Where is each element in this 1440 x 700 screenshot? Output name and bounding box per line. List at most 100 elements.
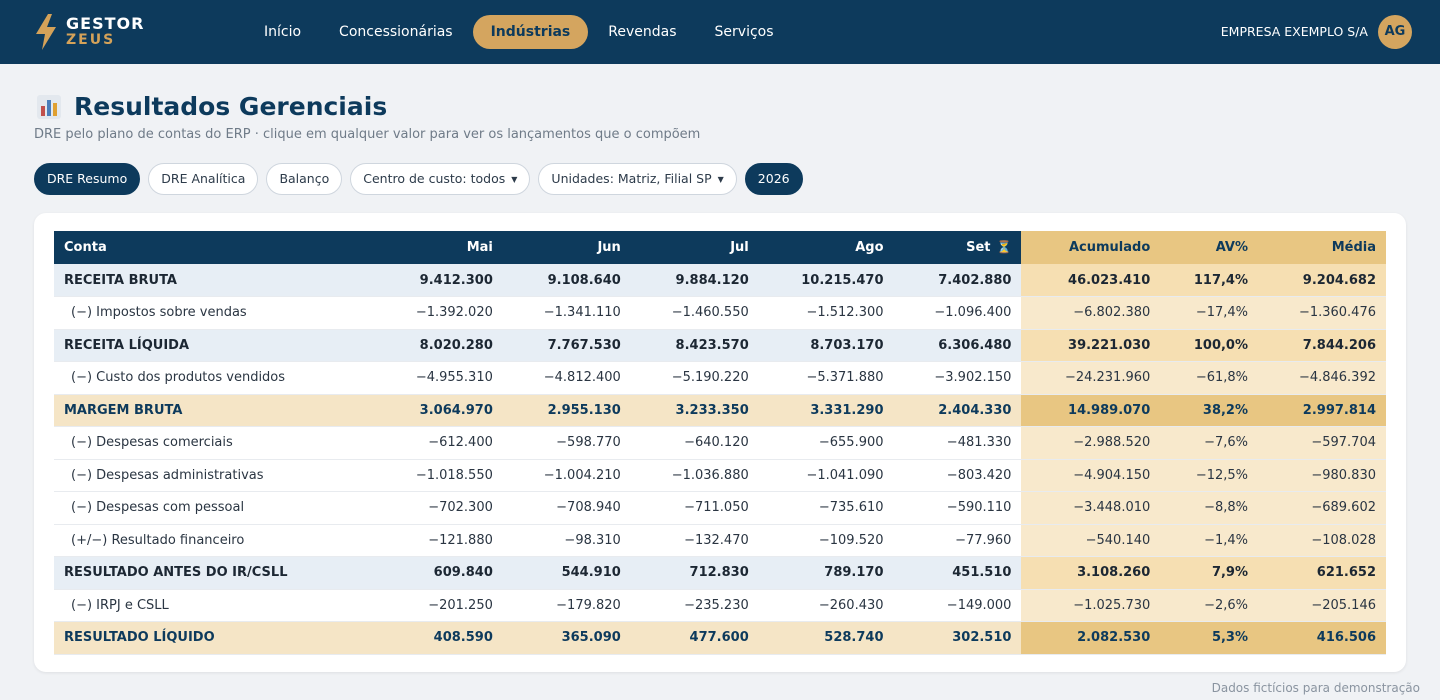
value-cell[interactable]: −597.704 [1258,426,1386,460]
value-cell[interactable]: −1.512.300 [758,296,894,330]
value-cell[interactable]: 2.997.814 [1258,394,1386,427]
value-cell[interactable]: 7.767.530 [502,329,631,362]
value-cell[interactable]: −702.300 [374,491,503,525]
value-cell[interactable]: −1.036.880 [630,459,759,492]
value-cell[interactable]: 8.703.170 [758,329,894,362]
value-cell[interactable]: 408.590 [374,621,503,655]
value-cell[interactable]: −201.250 [374,589,503,622]
nav-item-inicio[interactable]: Início [264,24,302,40]
value-cell[interactable]: −1.392.020 [374,296,503,330]
value-cell[interactable]: 2.955.130 [502,394,631,427]
year-selector[interactable]: 2026 [744,163,803,195]
value-cell[interactable]: −2.988.520 [1021,426,1161,460]
value-cell[interactable]: 117,4% [1160,264,1259,297]
value-cell[interactable]: −1.360.476 [1258,296,1386,330]
value-cell[interactable]: 8.423.570 [630,329,759,362]
value-cell[interactable]: −98.310 [502,524,631,557]
value-cell[interactable]: −1.004.210 [502,459,631,492]
value-cell[interactable]: 6.306.480 [893,329,1022,362]
value-cell[interactable]: −803.420 [893,459,1022,492]
units-dropdown[interactable]: Unidades: Matriz, Filial SP ▼ [538,163,737,195]
value-cell[interactable]: −108.028 [1258,524,1386,557]
tab-dre-analitica[interactable]: DRE Analítica [148,163,259,195]
value-cell[interactable]: −481.330 [893,426,1022,460]
value-cell[interactable]: 9.884.120 [630,264,759,297]
nav-item-revendas[interactable]: Revendas [608,24,677,40]
value-cell[interactable]: −6.802.380 [1021,296,1161,330]
value-cell[interactable]: 8.020.280 [374,329,503,362]
value-cell[interactable]: −12,5% [1160,459,1259,492]
value-cell[interactable]: 789.170 [758,556,894,590]
value-cell[interactable]: −5.371.880 [758,361,894,395]
value-cell[interactable]: 416.506 [1258,621,1386,655]
value-cell[interactable]: 365.090 [502,621,631,655]
value-cell[interactable]: −121.880 [374,524,503,557]
value-cell[interactable]: 451.510 [893,556,1022,590]
value-cell[interactable]: −735.610 [758,491,894,525]
value-cell[interactable]: −689.602 [1258,491,1386,525]
value-cell[interactable]: −235.230 [630,589,759,622]
user-avatar[interactable]: AG [1378,15,1412,49]
value-cell[interactable]: 3.233.350 [630,394,759,427]
value-cell[interactable]: 3.108.260 [1021,556,1161,590]
nav-item-industrias[interactable]: Indústrias [472,15,589,49]
value-cell[interactable]: 544.910 [502,556,631,590]
value-cell[interactable]: −1.018.550 [374,459,503,492]
value-cell[interactable]: −61,8% [1160,361,1259,395]
value-cell[interactable]: 38,2% [1160,394,1259,427]
value-cell[interactable]: 9.108.640 [502,264,631,297]
value-cell[interactable]: 528.740 [758,621,894,655]
value-cell[interactable]: −3.448.010 [1021,491,1161,525]
value-cell[interactable]: 2.404.330 [893,394,1022,427]
tab-balanco[interactable]: Balanço [266,163,343,195]
value-cell[interactable]: 3.331.290 [758,394,894,427]
value-cell[interactable]: −4.955.310 [374,361,503,395]
value-cell[interactable]: 9.412.300 [374,264,503,297]
value-cell[interactable]: −179.820 [502,589,631,622]
value-cell[interactable]: −3.902.150 [893,361,1022,395]
value-cell[interactable]: 621.652 [1258,556,1386,590]
tab-dre-resumo[interactable]: DRE Resumo [34,163,141,195]
value-cell[interactable]: −1,4% [1160,524,1259,557]
value-cell[interactable]: −612.400 [374,426,503,460]
value-cell[interactable]: 10.215.470 [758,264,894,297]
value-cell[interactable]: −24.231.960 [1021,361,1161,395]
value-cell[interactable]: −77.960 [893,524,1022,557]
value-cell[interactable]: 39.221.030 [1021,329,1161,362]
value-cell[interactable]: −1.341.110 [502,296,631,330]
nav-item-concessionarias[interactable]: Concessionárias [339,24,453,40]
value-cell[interactable]: −711.050 [630,491,759,525]
value-cell[interactable]: −1.096.400 [893,296,1022,330]
value-cell[interactable]: −7,6% [1160,426,1259,460]
value-cell[interactable]: −205.146 [1258,589,1386,622]
value-cell[interactable]: 7.844.206 [1258,329,1386,362]
value-cell[interactable]: 7.402.880 [893,264,1022,297]
nav-item-servicos[interactable]: Serviços [714,24,774,40]
value-cell[interactable]: 302.510 [893,621,1022,655]
cost-center-dropdown[interactable]: Centro de custo: todos ▼ [350,163,531,195]
value-cell[interactable]: 100,0% [1160,329,1259,362]
value-cell[interactable]: 477.600 [630,621,759,655]
value-cell[interactable]: −708.940 [502,491,631,525]
value-cell[interactable]: −4.904.150 [1021,459,1161,492]
value-cell[interactable]: −260.430 [758,589,894,622]
value-cell[interactable]: −590.110 [893,491,1022,525]
value-cell[interactable]: 3.064.970 [374,394,503,427]
value-cell[interactable]: 7,9% [1160,556,1259,590]
value-cell[interactable]: −2,6% [1160,589,1259,622]
value-cell[interactable]: −1.041.090 [758,459,894,492]
value-cell[interactable]: −17,4% [1160,296,1259,330]
value-cell[interactable]: −640.120 [630,426,759,460]
value-cell[interactable]: −655.900 [758,426,894,460]
value-cell[interactable]: 14.989.070 [1021,394,1161,427]
value-cell[interactable]: −132.470 [630,524,759,557]
value-cell[interactable]: −540.140 [1021,524,1161,557]
value-cell[interactable]: −598.770 [502,426,631,460]
value-cell[interactable]: 46.023.410 [1021,264,1161,297]
value-cell[interactable]: 9.204.682 [1258,264,1386,297]
value-cell[interactable]: −980.830 [1258,459,1386,492]
value-cell[interactable]: −109.520 [758,524,894,557]
value-cell[interactable]: 2.082.530 [1021,621,1161,655]
value-cell[interactable]: −1.460.550 [630,296,759,330]
value-cell[interactable]: −4.846.392 [1258,361,1386,395]
